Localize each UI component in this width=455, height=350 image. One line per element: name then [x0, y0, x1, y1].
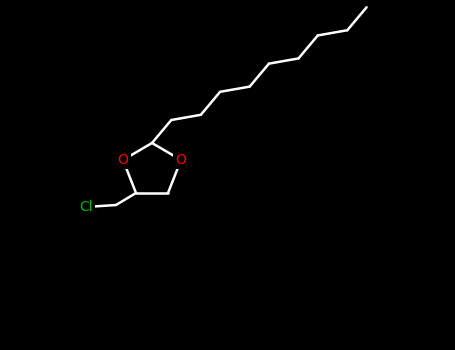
Text: Cl: Cl: [79, 200, 93, 214]
Text: O: O: [176, 153, 187, 167]
Text: O: O: [117, 153, 128, 167]
